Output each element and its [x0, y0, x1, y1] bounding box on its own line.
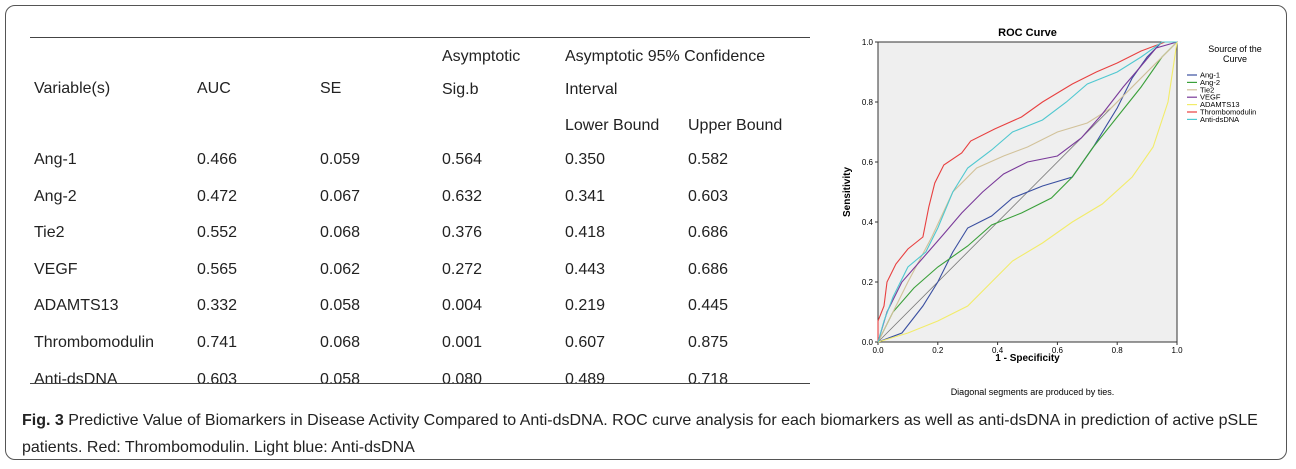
table-cell: 0.332 — [197, 297, 238, 315]
table-cell: 0.466 — [197, 151, 238, 168]
table-top-rule — [30, 37, 810, 38]
table-cell: 0.632 — [442, 187, 483, 205]
caption: Fig. 3 Predictive Value of Biomarkers in… — [22, 407, 1277, 461]
row-label: Ang-1 — [34, 151, 77, 168]
row-label: ADAMTS13 — [34, 297, 119, 315]
table-cell: 0.376 — [442, 224, 483, 242]
table-cell: 0.718 — [688, 370, 729, 388]
row-label: Ang-2 — [34, 187, 77, 205]
table-bottom-rule — [30, 383, 810, 384]
column-subheader: Upper Bound — [688, 117, 783, 134]
table-cell: 0.607 — [565, 334, 606, 351]
table-cell: 0.582 — [688, 151, 729, 168]
table-cell: 0.004 — [442, 297, 483, 315]
table-cell: 0.445 — [688, 297, 729, 315]
row-label: VEGF — [34, 260, 78, 278]
table-cell: 0.489 — [565, 370, 606, 388]
table-cell: 0.875 — [688, 334, 729, 351]
table-cell: 0.741 — [197, 334, 238, 351]
row-label: Tie2 — [34, 224, 65, 242]
column-header: SE — [320, 80, 342, 97]
column-header: Asymptotic Sig.b — [442, 48, 521, 98]
column-header: Asymptotic 95% Confidence Interval — [565, 48, 766, 98]
caption-text: Predictive Value of Biomarkers in Diseas… — [22, 412, 1258, 456]
figure-frame — [5, 5, 1287, 460]
table-cell: 0.219 — [565, 297, 606, 315]
column-subheader: Lower Bound — [565, 117, 660, 134]
table-cell: 0.565 — [197, 260, 238, 278]
table-cell: 0.058 — [320, 297, 361, 315]
table-cell: 0.603 — [688, 187, 729, 205]
table-cell: 0.080 — [442, 370, 483, 388]
table-cell: 0.686 — [688, 260, 729, 278]
table-cell: 0.552 — [197, 224, 238, 242]
table-cell: 0.062 — [320, 260, 361, 278]
table-cell: 0.068 — [320, 334, 361, 351]
table-cell: 0.068 — [320, 224, 361, 242]
table-cell: 0.059 — [320, 151, 361, 168]
column-header: Variable(s) — [34, 80, 111, 97]
table-cell: 0.564 — [442, 151, 483, 168]
table-cell: 0.058 — [320, 370, 361, 388]
row-label: Thrombomodulin — [34, 334, 155, 351]
row-label: Anti-dsDNA — [34, 370, 118, 388]
table-cell: 0.472 — [197, 187, 238, 205]
table-cell: 0.350 — [565, 151, 606, 168]
table-cell: 0.443 — [565, 260, 606, 278]
caption-label: Fig. 3 — [22, 412, 64, 429]
table-cell: 0.686 — [688, 224, 729, 242]
table-cell: 0.272 — [442, 260, 483, 278]
column-header: AUC — [197, 80, 231, 97]
table-cell: 0.603 — [197, 370, 238, 388]
table-cell: 0.341 — [565, 187, 606, 205]
table-cell: 0.067 — [320, 187, 361, 205]
table-cell: 0.418 — [565, 224, 606, 242]
table-cell: 0.001 — [442, 334, 483, 351]
